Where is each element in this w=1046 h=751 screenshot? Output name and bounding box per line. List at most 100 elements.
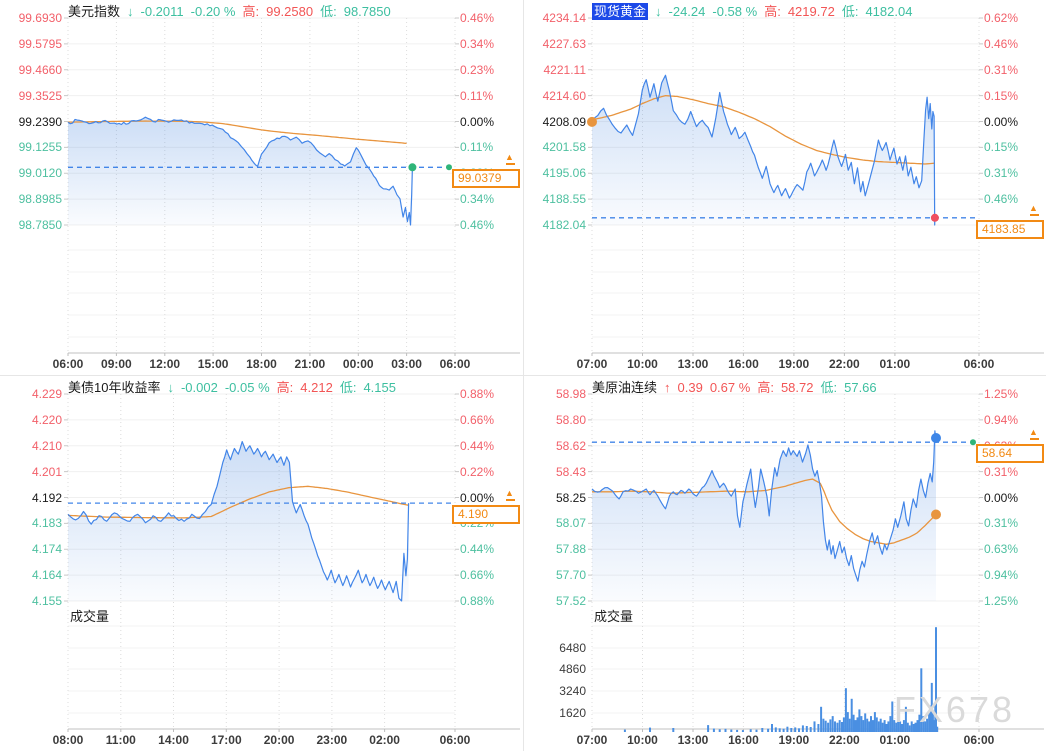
volume-bar bbox=[831, 716, 834, 732]
spot-gold-chart-plot[interactable] bbox=[524, 0, 1046, 375]
last-price-tag: 58.64 bbox=[976, 444, 1044, 464]
volume-bar bbox=[822, 718, 825, 732]
price-tick-label: 4.164 bbox=[31, 568, 62, 583]
us10y-chart-plot[interactable] bbox=[0, 376, 523, 751]
volume-bar bbox=[794, 727, 797, 732]
volume-bar bbox=[672, 728, 675, 732]
volume-bar bbox=[761, 728, 764, 732]
price-marker-dot bbox=[931, 509, 941, 520]
volume-tick-label: 1620 bbox=[559, 706, 586, 720]
crude-oil-chart-plot[interactable] bbox=[524, 376, 1046, 751]
price-tick-label: 58.07 bbox=[555, 516, 586, 531]
time-tick-label: 06:00 bbox=[52, 357, 84, 371]
last-price-tag: 4183.85 bbox=[976, 219, 1044, 239]
volume-bar bbox=[771, 724, 773, 732]
volume-bar bbox=[850, 698, 853, 732]
price-marker-dot bbox=[930, 213, 939, 222]
percent-tick-label: 0.46% bbox=[460, 11, 495, 25]
price-tick-label: 4221.11 bbox=[543, 62, 587, 77]
volume-bar bbox=[902, 720, 905, 732]
low-label: 低: bbox=[820, 380, 838, 395]
instrument-title[interactable]: 美原油连续 bbox=[592, 380, 658, 395]
high-label: 高: bbox=[764, 4, 781, 19]
usd-index-chart-plot[interactable] bbox=[0, 0, 523, 375]
volume-bar bbox=[929, 705, 932, 732]
price-area-fill bbox=[68, 441, 409, 601]
time-tick-label: 06:00 bbox=[439, 357, 471, 371]
percent-tick-label: 0.46% bbox=[460, 218, 495, 232]
volume-bar bbox=[922, 716, 925, 732]
volume-bar bbox=[862, 720, 865, 732]
time-tick-label: 01:00 bbox=[879, 357, 911, 371]
change-percent: -0.20 % bbox=[190, 4, 236, 19]
scroll-to-latest-icon[interactable] bbox=[1029, 203, 1041, 218]
volume-bar bbox=[846, 712, 849, 732]
price-tick-label: 99.3525 bbox=[18, 88, 62, 103]
volume-bar bbox=[767, 728, 770, 732]
percent-tick-label: 0.94% bbox=[984, 412, 1019, 427]
chart-header: 美债10年收益率 ↓ -0.002 -0.05 % 高: 4.212 低: 4.… bbox=[68, 379, 396, 396]
price-line bbox=[67, 441, 410, 602]
volume-bar bbox=[901, 724, 903, 732]
volume-pane-label: 成交量 bbox=[594, 609, 634, 624]
instrument-title[interactable]: 美元指数 bbox=[68, 4, 121, 19]
volume-bar bbox=[827, 722, 830, 732]
scroll-to-latest-icon[interactable] bbox=[505, 152, 517, 167]
volume-bar bbox=[790, 728, 793, 732]
volume-bar bbox=[736, 729, 739, 732]
volume-bar bbox=[838, 720, 841, 732]
volume-pane-label: 成交量 bbox=[70, 609, 110, 624]
price-tick-label: 99.4660 bbox=[18, 62, 62, 77]
volume-bar bbox=[931, 712, 934, 732]
percent-tick-label: 0.63% bbox=[984, 542, 1019, 557]
time-tick-label: 07:00 bbox=[576, 733, 608, 747]
price-tick-label: 4.220 bbox=[31, 412, 62, 427]
volume-bar bbox=[930, 682, 933, 732]
chart-header: 美原油连续 ↑ 0.39 0.67 % 高: 58.72 低: 57.66 bbox=[592, 379, 877, 396]
price-tick-label: 98.7850 bbox=[18, 218, 62, 232]
dashed-line-end-dot bbox=[970, 439, 976, 446]
percent-tick-label: 0.11% bbox=[460, 88, 494, 103]
percent-tick-label: 0.00% bbox=[460, 490, 495, 505]
time-tick-label: 16:00 bbox=[728, 733, 759, 747]
time-tick-label: 16:00 bbox=[728, 357, 759, 371]
volume-bar bbox=[707, 725, 710, 732]
volume-bar bbox=[866, 718, 869, 732]
ma-line bbox=[591, 94, 935, 165]
volume-bar bbox=[801, 725, 804, 732]
price-area-fill bbox=[592, 430, 936, 601]
price-tick-label: 4.192 bbox=[31, 490, 62, 505]
high-value: 4219.72 bbox=[787, 4, 835, 19]
price-marker-dot bbox=[408, 163, 417, 172]
volume-bar bbox=[842, 717, 845, 732]
volume-bar bbox=[860, 716, 863, 732]
volume-bar bbox=[908, 725, 911, 732]
time-tick-label: 07:00 bbox=[576, 357, 608, 371]
volume-tick-label: 6480 bbox=[559, 641, 586, 655]
scroll-to-latest-icon[interactable] bbox=[1029, 427, 1041, 442]
volume-bar bbox=[897, 714, 900, 732]
time-tick-label: 13:00 bbox=[677, 357, 709, 371]
volume-bar bbox=[824, 720, 827, 732]
volume-bar bbox=[904, 706, 907, 732]
volume-bar bbox=[918, 714, 921, 732]
volume-bar bbox=[899, 721, 902, 732]
price-tick-label: 4182.04 bbox=[542, 218, 586, 232]
instrument-title[interactable]: 现货黄金 bbox=[592, 3, 649, 20]
volume-bar bbox=[875, 717, 878, 732]
volume-bar bbox=[712, 728, 715, 732]
scroll-to-latest-icon[interactable] bbox=[505, 488, 517, 503]
instrument-title[interactable]: 美债10年收益率 bbox=[68, 380, 161, 395]
last-price-tag: 4.190 bbox=[452, 505, 520, 525]
percent-tick-label: 0.31% bbox=[984, 62, 1019, 77]
volume-bar bbox=[895, 722, 898, 732]
volume-bar bbox=[834, 721, 836, 732]
low-label: 低: bbox=[320, 4, 337, 19]
low-value: 98.7850 bbox=[343, 4, 391, 19]
high-value: 99.2580 bbox=[266, 4, 314, 19]
price-tick-label: 4208.09 bbox=[542, 114, 586, 129]
percent-tick-label: 0.44% bbox=[460, 438, 495, 453]
volume-bar bbox=[749, 729, 752, 732]
percent-tick-label: 0.34% bbox=[460, 192, 495, 207]
volume-bar bbox=[844, 688, 847, 732]
